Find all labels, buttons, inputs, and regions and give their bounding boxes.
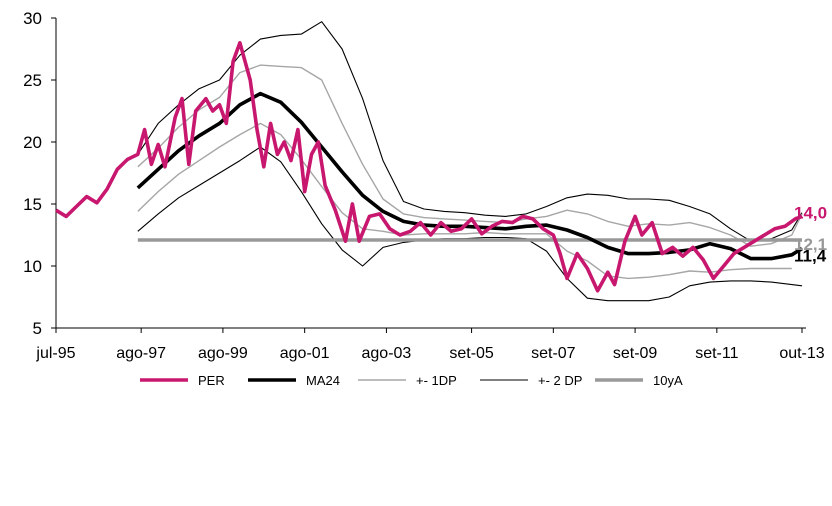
x-tick-label: set-07	[531, 345, 576, 362]
end-label: 11,4	[794, 247, 827, 266]
dp2-upper-line	[137, 21, 803, 242]
x-tick-label: ago-03	[362, 345, 412, 362]
x-tick-label: ago-99	[198, 345, 248, 362]
legend-item-dp2: +- 2 DP	[480, 373, 582, 388]
end-label: 12,1	[794, 235, 827, 254]
x-tick-label: ago-01	[280, 345, 330, 362]
legend-item-ma24: MA24	[248, 373, 340, 388]
y-tick-label: 20	[23, 133, 42, 152]
x-tick-label: jul-95	[35, 345, 75, 362]
y-tick-label: 15	[23, 195, 42, 214]
end-labels: 14,0 12,111,4	[794, 203, 827, 265]
legend-item-per: PER	[140, 373, 225, 388]
y-tick-label: 30	[23, 9, 42, 28]
x-tick-label: set-05	[449, 345, 494, 362]
legend-item-avg10: 10yA	[595, 373, 683, 388]
y-tick-label: 25	[23, 71, 42, 90]
legend-label: 10yA	[653, 373, 683, 388]
plot-area	[55, 21, 803, 302]
legend-label: +- 1DP	[416, 373, 457, 388]
legend-label: PER	[198, 373, 225, 388]
dp1-lower-line	[137, 122, 792, 280]
x-tick-label: out-13	[779, 345, 824, 362]
end-label: 14,0	[794, 203, 827, 222]
legend: PER MA24 +- 1DP +- 2 DP 10yA	[140, 373, 683, 388]
legend-label: MA24	[306, 373, 340, 388]
per-line	[55, 41, 803, 293]
legend-label: +- 2 DP	[538, 373, 582, 388]
dp2-lower-line	[137, 146, 803, 302]
y-tick-label: 10	[23, 257, 42, 276]
x-tick-label: ago-97	[116, 345, 166, 362]
x-tick-label: set-11	[695, 345, 738, 362]
y-tick-label: 5	[33, 319, 42, 338]
x-tick-label: set-09	[613, 345, 658, 362]
legend-item-dp1: +- 1DP	[358, 373, 457, 388]
axes: 5 10 15 20 25 30 jul-95 ago-97 ago-99 ago-01 ago-0…	[23, 9, 825, 362]
